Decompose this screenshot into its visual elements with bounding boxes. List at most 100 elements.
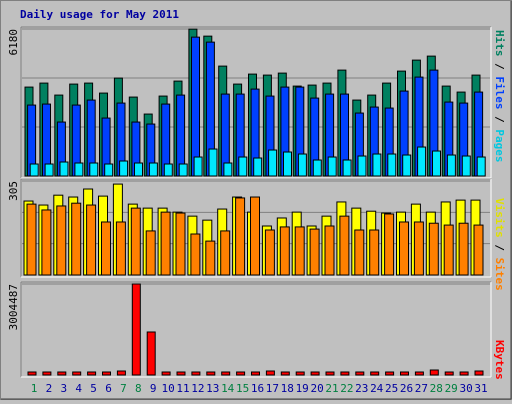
bar	[191, 371, 201, 376]
bar	[102, 371, 111, 376]
y-tick-label: 3004487	[7, 284, 20, 330]
x-tick-label: 12	[191, 382, 204, 395]
bar	[384, 213, 395, 276]
bar	[86, 204, 97, 276]
x-tick-label: 24	[370, 382, 384, 395]
bar	[223, 162, 233, 177]
bar	[476, 156, 486, 177]
bar	[176, 371, 186, 376]
bar	[354, 229, 365, 276]
bar	[190, 233, 201, 276]
bar	[175, 212, 186, 276]
bar	[146, 331, 156, 376]
x-tick-label: 30	[459, 382, 472, 395]
legend-entry: KBytes	[493, 340, 506, 380]
x-tick-label: 8	[135, 382, 142, 395]
x-tick-label: 29	[445, 382, 458, 395]
bar	[327, 156, 337, 177]
bar	[459, 371, 469, 376]
x-tick-label: 6	[105, 382, 112, 395]
bar	[400, 371, 409, 376]
legend-sep: /	[493, 238, 506, 258]
bar	[385, 371, 395, 376]
x-tick-label: 16	[251, 382, 264, 395]
x-tick-label: 7	[120, 382, 127, 395]
bar	[26, 203, 37, 276]
bar	[115, 221, 126, 276]
bar	[340, 371, 350, 376]
bar	[74, 162, 84, 177]
bar	[355, 371, 365, 376]
bar	[104, 163, 114, 177]
x-tick-label: 3	[60, 382, 67, 395]
bar	[428, 222, 439, 276]
x-tick-label: 20	[310, 382, 323, 395]
bar	[387, 153, 397, 177]
bar	[473, 224, 484, 276]
bar	[310, 371, 320, 376]
y-tick-label: 6180	[7, 29, 20, 56]
x-tick-label: 2	[46, 382, 53, 395]
bar	[325, 371, 335, 376]
bar	[253, 157, 263, 177]
bar	[324, 225, 335, 276]
x-tick-label: 21	[325, 382, 338, 395]
bar	[29, 163, 39, 177]
bar	[56, 205, 67, 276]
bar	[160, 211, 171, 276]
bar	[372, 153, 382, 177]
bar	[220, 230, 231, 276]
bar	[370, 371, 380, 376]
x-tick-label: 15	[236, 382, 249, 395]
bar	[413, 221, 424, 276]
x-tick-label: 18	[281, 382, 294, 395]
bar	[44, 163, 54, 177]
bar	[208, 148, 218, 177]
bar	[402, 154, 412, 177]
x-tick-label: 14	[221, 382, 235, 395]
bar	[101, 221, 111, 276]
legend: Visits / Sites	[493, 198, 506, 291]
bar	[339, 215, 350, 276]
bar	[59, 161, 69, 177]
bar	[89, 162, 99, 177]
bar	[264, 229, 275, 276]
bar	[250, 196, 260, 276]
x-tick-label: 13	[206, 382, 219, 395]
bar	[116, 370, 126, 376]
bar	[265, 370, 275, 376]
bar	[295, 371, 305, 376]
legend-entry: Hits	[493, 30, 506, 57]
x-tick-label: 1	[31, 382, 38, 395]
bar	[283, 151, 292, 177]
legend: Hits / Files / Pages	[493, 30, 506, 163]
bar	[294, 226, 305, 276]
bar	[474, 370, 484, 376]
x-tick-label: 31	[474, 382, 487, 395]
legend-sep: /	[493, 110, 506, 130]
bar	[71, 202, 82, 276]
bar	[357, 155, 367, 177]
bar	[268, 149, 278, 177]
y-tick-label: 305	[7, 181, 20, 201]
legend-entry: Pages	[493, 129, 506, 162]
bar	[251, 371, 260, 376]
x-tick-label: 11	[176, 382, 189, 395]
bar	[130, 207, 141, 276]
bar	[461, 155, 471, 177]
legend-sep: /	[493, 57, 506, 77]
bar	[145, 230, 156, 276]
x-tick-label: 23	[355, 382, 368, 395]
x-tick-label: 4	[75, 382, 82, 395]
bar	[399, 221, 409, 276]
bar	[414, 371, 424, 376]
x-tick-label: 10	[161, 382, 174, 395]
x-tick-label: 22	[340, 382, 353, 395]
bar	[205, 240, 216, 276]
x-tick-label: 19	[296, 382, 309, 395]
x-tick-label: 26	[400, 382, 413, 395]
bar	[235, 197, 246, 276]
x-tick-label: 27	[415, 382, 428, 395]
bar	[119, 160, 129, 177]
